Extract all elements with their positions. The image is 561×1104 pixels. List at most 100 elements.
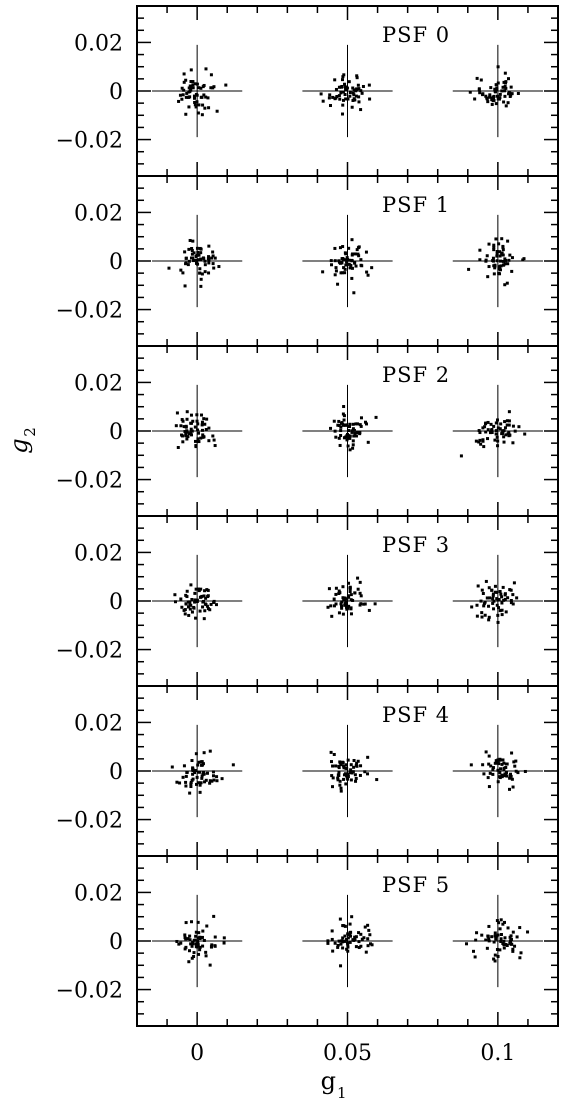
data-point (481, 92, 485, 96)
y-tick-label: 0.02 (74, 201, 123, 226)
data-point (498, 948, 502, 952)
data-point (175, 939, 179, 943)
data-point (351, 252, 355, 256)
data-point (341, 422, 345, 426)
data-point (493, 438, 497, 442)
data-point (342, 766, 346, 770)
data-point (503, 71, 507, 75)
data-point (342, 777, 346, 781)
data-point (334, 266, 338, 270)
data-point (215, 779, 219, 783)
data-point (344, 600, 348, 604)
data-point (197, 253, 201, 257)
data-point (511, 930, 515, 934)
data-point (175, 411, 179, 415)
data-point (206, 96, 210, 100)
data-point (352, 88, 356, 92)
y-tick-label: 0.02 (74, 541, 123, 566)
data-point (183, 933, 187, 937)
data-point (493, 89, 497, 93)
data-point (339, 425, 343, 429)
data-point (348, 771, 352, 775)
data-point (343, 934, 347, 938)
data-point (207, 255, 211, 259)
data-point (200, 774, 204, 778)
data-point (183, 608, 187, 612)
data-point (338, 591, 342, 595)
data-point (508, 776, 512, 780)
data-point (492, 245, 496, 249)
data-point (196, 428, 200, 432)
data-point (348, 931, 352, 935)
panel-2: 0.02 0 −0.02 PSF 2 (56, 345, 559, 517)
data-point (337, 260, 341, 264)
data-point (197, 931, 201, 935)
data-point (359, 108, 363, 112)
data-point (502, 766, 506, 770)
data-point (484, 750, 488, 754)
y-tick-label: 0 (109, 80, 123, 105)
data-point (347, 595, 351, 599)
data-point (350, 258, 354, 262)
data-point (329, 604, 333, 608)
data-point (330, 929, 334, 933)
data-point (360, 91, 364, 95)
data-point (366, 440, 370, 444)
data-point (206, 588, 210, 592)
data-point (494, 429, 498, 433)
data-point (507, 419, 511, 423)
data-point (498, 609, 502, 613)
data-point (506, 926, 510, 930)
data-point (193, 600, 197, 604)
data-point (501, 85, 505, 89)
data-point (338, 779, 342, 783)
data-point (330, 937, 334, 941)
data-point (497, 267, 501, 271)
data-point (182, 88, 186, 92)
data-point (501, 431, 505, 435)
data-point (510, 777, 514, 781)
data-point (494, 102, 498, 106)
data-point (339, 434, 343, 438)
data-point (470, 605, 474, 609)
data-point (195, 246, 199, 250)
data-point (334, 602, 338, 606)
data-point (201, 929, 205, 933)
data-point (476, 584, 480, 588)
data-point (514, 769, 518, 773)
data-point (343, 251, 347, 255)
data-point (185, 770, 189, 774)
data-point (354, 89, 358, 93)
data-point (367, 928, 371, 932)
data-point (176, 445, 180, 449)
data-point (482, 602, 486, 606)
data-point (184, 112, 188, 116)
data-point (211, 774, 215, 778)
data-point (502, 598, 506, 602)
data-point (498, 590, 502, 594)
data-point (486, 420, 490, 424)
data-point (200, 420, 204, 424)
data-point (488, 596, 492, 600)
panel-0: 0.02 0 −0.02 PSF 0 (56, 5, 559, 177)
data-point (340, 604, 344, 608)
data-point (513, 429, 517, 433)
data-point (348, 922, 352, 926)
data-point (506, 239, 510, 243)
data-point (499, 259, 503, 263)
data-point (336, 778, 340, 782)
data-point (207, 261, 211, 265)
data-point (351, 446, 355, 450)
data-point (487, 754, 491, 758)
data-point (196, 250, 200, 254)
data-point (180, 605, 184, 609)
data-point (349, 763, 353, 767)
data-point (490, 98, 494, 102)
data-point (481, 763, 485, 767)
data-point (341, 585, 345, 589)
data-point (355, 431, 359, 435)
data-point (352, 291, 356, 295)
data-point (192, 96, 196, 100)
data-point (355, 76, 359, 80)
data-point (192, 951, 196, 955)
